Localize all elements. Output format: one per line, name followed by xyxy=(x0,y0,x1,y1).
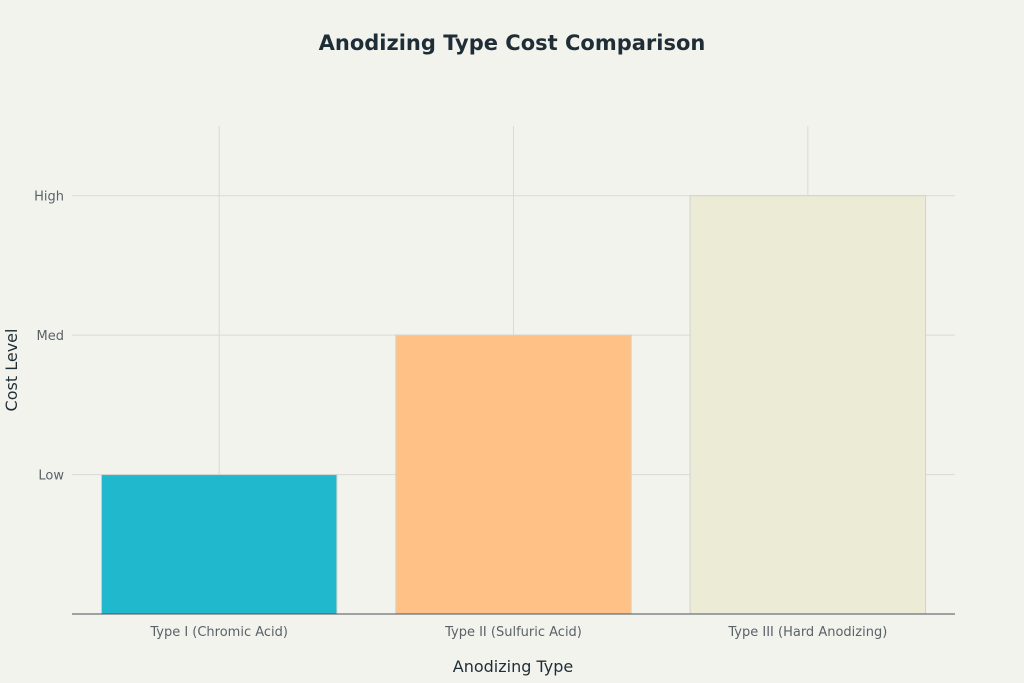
chart-title: Anodizing Type Cost Comparison xyxy=(319,31,706,55)
y-tick-labels: Low Med High xyxy=(34,190,64,484)
y-axis-title: Cost Level xyxy=(2,329,21,412)
bar xyxy=(100,474,338,615)
bar xyxy=(689,195,927,615)
x-tick-labels: Type I (Chromic Acid) Type II (Sulfuric A… xyxy=(149,625,887,640)
x-axis-title: Anodizing Type xyxy=(453,657,573,676)
y-tick-label: Low xyxy=(38,469,64,484)
y-tick-label: High xyxy=(34,190,64,205)
bar-layer xyxy=(100,195,927,615)
bar xyxy=(395,334,632,615)
y-tick-label: Med xyxy=(37,329,64,344)
x-tick-label: Type I (Chromic Acid) xyxy=(149,625,288,640)
x-tick-label: Type II (Sulfuric Acid) xyxy=(444,625,582,640)
x-tick-label: Type III (Hard Anodizing) xyxy=(727,625,887,640)
